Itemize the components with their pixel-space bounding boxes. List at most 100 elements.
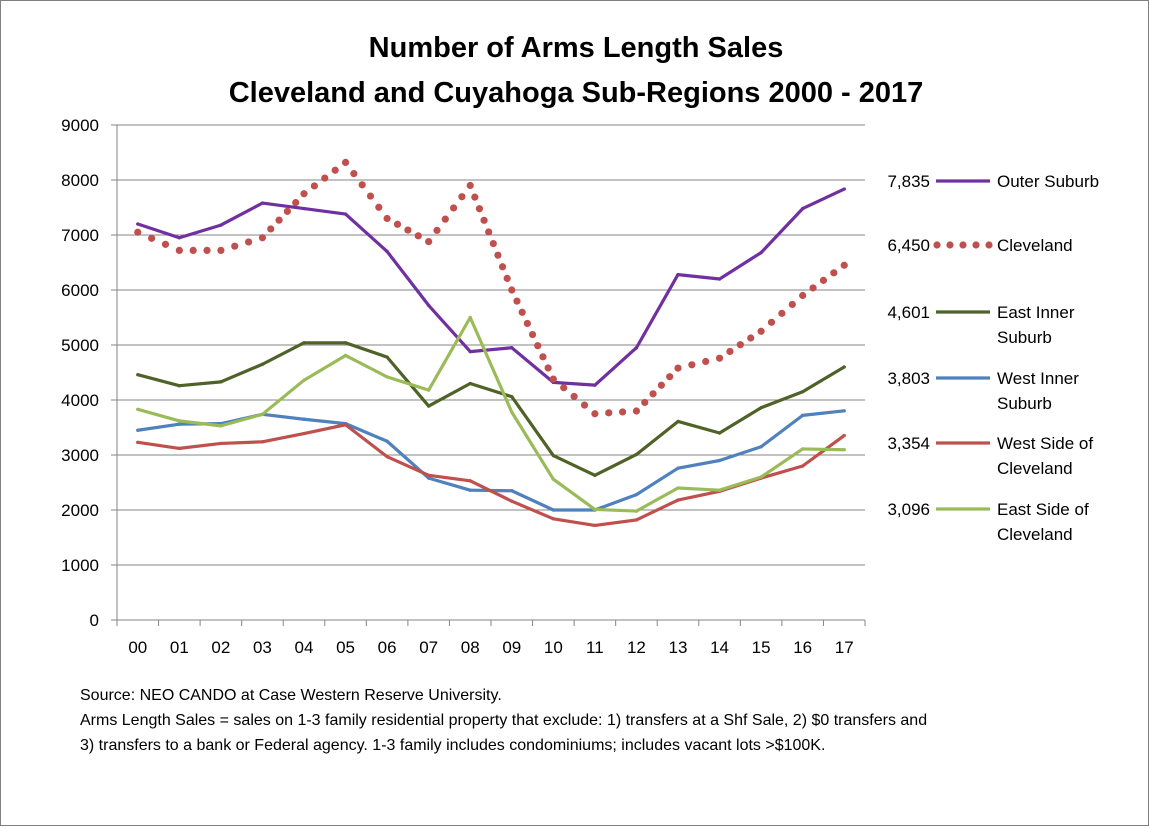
data-point bbox=[177, 236, 181, 240]
data-point bbox=[757, 327, 765, 335]
data-point bbox=[634, 493, 639, 497]
data-point bbox=[136, 440, 140, 444]
line-segment bbox=[510, 346, 555, 384]
line-segment bbox=[427, 473, 472, 483]
data-point bbox=[759, 251, 763, 255]
data-point bbox=[503, 274, 511, 282]
y-tick-label: 8000 bbox=[61, 171, 99, 190]
line-segment bbox=[551, 380, 597, 387]
legend-label: Cleveland bbox=[997, 459, 1073, 478]
line-segment bbox=[136, 222, 181, 240]
data-point bbox=[310, 182, 318, 190]
end-value-label: 3,096 bbox=[887, 500, 930, 519]
data-point bbox=[551, 517, 555, 521]
data-point bbox=[717, 458, 722, 463]
data-point bbox=[508, 286, 516, 294]
data-point bbox=[343, 212, 348, 216]
x-tick-label: 13 bbox=[669, 638, 688, 657]
line-segment bbox=[593, 346, 639, 387]
data-point bbox=[219, 424, 223, 428]
data-point bbox=[518, 308, 526, 316]
chart-title-line-2: Cleveland and Cuyahoga Sub-Regions 2000 … bbox=[229, 77, 924, 109]
y-tick-label: 4000 bbox=[61, 391, 99, 410]
data-point bbox=[676, 273, 680, 277]
line-segment bbox=[343, 422, 389, 443]
line-segment bbox=[676, 486, 722, 492]
x-tick-label: 03 bbox=[253, 638, 272, 657]
data-point bbox=[688, 361, 696, 369]
data-point bbox=[136, 428, 140, 432]
end-value-label: 4,601 bbox=[887, 303, 930, 322]
data-point bbox=[189, 246, 197, 254]
data-point bbox=[385, 249, 389, 254]
data-point bbox=[809, 284, 817, 292]
end-value-label: 3,354 bbox=[887, 434, 930, 453]
data-point bbox=[441, 215, 449, 223]
data-point bbox=[799, 291, 807, 300]
data-point bbox=[427, 473, 431, 477]
legend-swatch bbox=[933, 241, 941, 249]
data-point bbox=[539, 353, 547, 361]
definition-note-line-2: 3) transfers to a bank or Federal agency… bbox=[80, 737, 826, 754]
data-point bbox=[425, 238, 433, 246]
data-point bbox=[676, 419, 680, 424]
x-tick-label: 07 bbox=[419, 638, 438, 657]
data-point bbox=[471, 193, 479, 201]
line-segment bbox=[510, 499, 555, 521]
line-segment bbox=[676, 458, 722, 470]
line-segment bbox=[759, 464, 805, 480]
data-point bbox=[634, 452, 639, 457]
data-point bbox=[544, 364, 552, 372]
data-point bbox=[634, 518, 639, 522]
data-point bbox=[580, 401, 589, 409]
data-point bbox=[641, 398, 649, 407]
chart: Number of Arms Length Sales Cleveland an… bbox=[61, 32, 1099, 657]
data-point bbox=[676, 498, 680, 502]
data-point bbox=[830, 269, 838, 277]
series-east-inner-suburb bbox=[136, 341, 846, 477]
y-tick-label: 0 bbox=[90, 611, 99, 630]
legend-label: West Side of bbox=[997, 434, 1093, 453]
data-point bbox=[468, 479, 472, 483]
data-point bbox=[747, 334, 755, 342]
line-segment bbox=[759, 447, 805, 479]
line-segment bbox=[634, 486, 680, 513]
y-axis-ticks: 0 1000 2000 3000 4000 5000 6000 7000 8000 9000 bbox=[61, 116, 99, 630]
y-tick-label: 2000 bbox=[61, 501, 99, 520]
legend-label: Cleveland bbox=[997, 525, 1073, 544]
data-point bbox=[302, 341, 306, 345]
data-point bbox=[510, 499, 514, 503]
data-point bbox=[570, 392, 578, 401]
data-point bbox=[591, 410, 599, 418]
line-segment bbox=[427, 381, 472, 408]
data-point bbox=[819, 276, 828, 284]
data-point bbox=[788, 300, 796, 309]
x-tick-label: 06 bbox=[378, 638, 397, 657]
legend-swatch bbox=[972, 241, 980, 249]
data-point bbox=[385, 439, 389, 443]
data-point bbox=[842, 187, 846, 191]
data-point bbox=[618, 408, 627, 416]
axes bbox=[111, 124, 866, 626]
data-point bbox=[593, 383, 597, 387]
line-segment bbox=[634, 498, 680, 522]
data-point bbox=[498, 263, 507, 271]
series-east-side-of-cleveland bbox=[136, 315, 846, 513]
data-point bbox=[551, 453, 555, 458]
line-segment bbox=[468, 315, 514, 414]
legend-swatch bbox=[946, 241, 954, 249]
series-group bbox=[134, 158, 848, 528]
x-tick-label: 01 bbox=[170, 638, 189, 657]
legend-label: Outer Suburb bbox=[997, 172, 1099, 191]
data-point bbox=[801, 464, 805, 468]
data-point bbox=[414, 232, 422, 240]
line-segment bbox=[676, 489, 722, 502]
data-point bbox=[842, 365, 846, 369]
series-west-inner-suburb bbox=[136, 409, 846, 512]
data-point bbox=[383, 214, 391, 223]
data-point bbox=[134, 228, 142, 236]
data-point bbox=[450, 204, 458, 212]
line-segment bbox=[801, 409, 846, 417]
data-point bbox=[231, 242, 239, 250]
x-tick-label: 04 bbox=[295, 638, 314, 657]
